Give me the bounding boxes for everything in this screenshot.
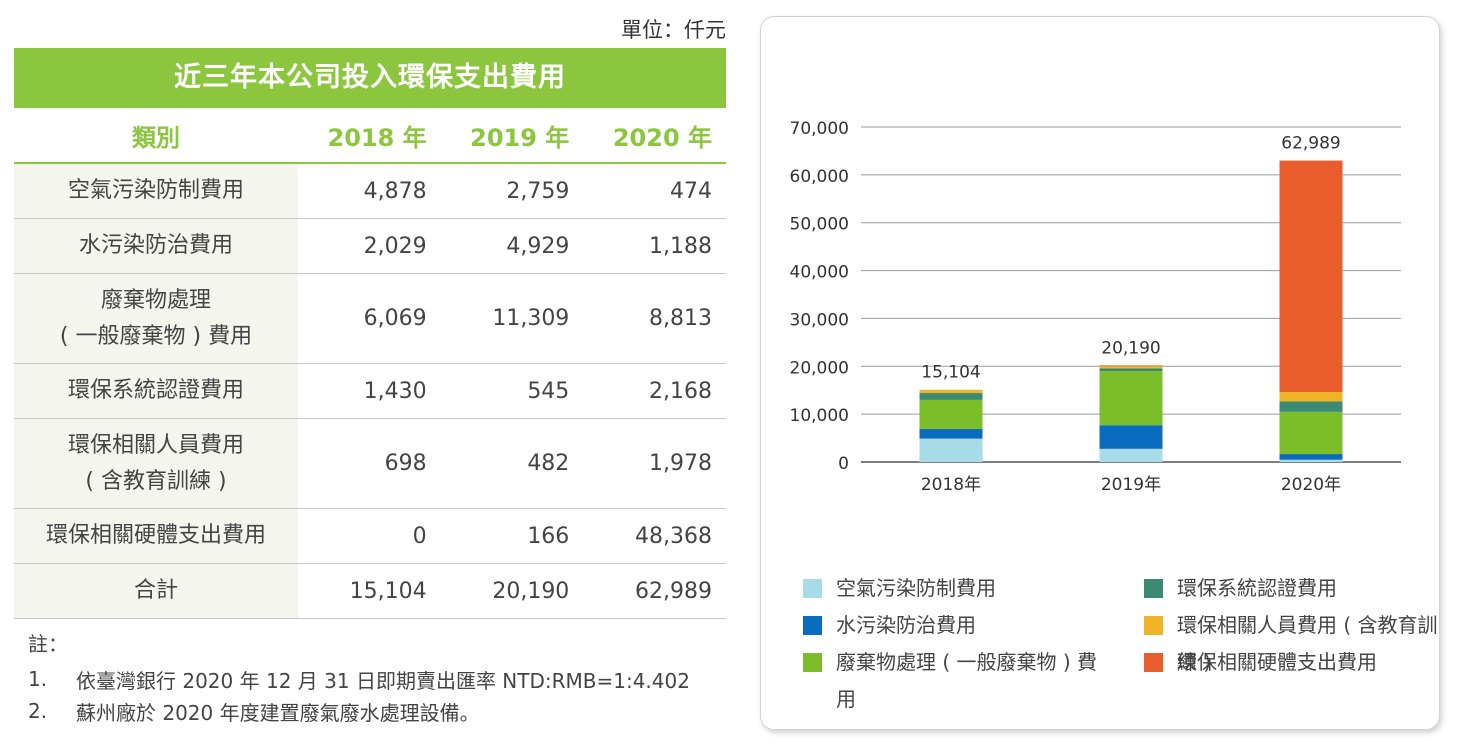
y-tick-label: 70,000 <box>790 119 849 139</box>
cell-2020: 8,813 <box>583 273 726 364</box>
total-label: 合計 <box>14 563 298 619</box>
y-tick-label: 40,000 <box>790 263 849 283</box>
note-item: 1. 依臺灣銀行 2020 年 12 月 31 日即期賣出匯率 NTD:RMB=… <box>28 663 690 695</box>
bar-segment <box>1279 411 1343 455</box>
table-row: 廢棄物處理( 一般廢棄物 ) 費用 6,069 11,309 8,813 <box>14 273 726 364</box>
bar-segment <box>919 393 983 400</box>
row-label: 水污染防治費用 <box>14 218 298 274</box>
bar-segment <box>919 438 983 462</box>
bar-segment <box>1279 454 1343 460</box>
cell-2019: 11,309 <box>440 273 584 364</box>
cell-2018: 698 <box>298 418 441 509</box>
notes-heading: 註： <box>28 632 68 656</box>
cell-2020: 1,188 <box>583 218 726 274</box>
x-tick-label: 2018年 <box>921 475 981 495</box>
cell-2020: 48,368 <box>583 508 726 564</box>
unit-label: 單位：仟元 <box>621 18 726 42</box>
table-header-row: 類別 2018 年 2019 年 2020 年 <box>14 108 726 164</box>
total-2020: 62,989 <box>583 563 726 619</box>
table-row: 環保系統認證費用 1,430 545 2,168 <box>14 363 726 419</box>
row-label: 環保相關硬體支出費用 <box>14 508 298 564</box>
cell-2018: 2,029 <box>298 218 441 274</box>
x-tick-label: 2020年 <box>1281 475 1341 495</box>
table-row: 環保相關硬體支出費用 0 166 48,368 <box>14 508 726 564</box>
note-text: 蘇州廠於 2020 年度建置廢氣廢水處理設備。 <box>76 700 480 725</box>
cell-2020: 2,168 <box>583 363 726 419</box>
table-row: 空氣污染防制費用 4,878 2,759 474 <box>14 163 726 219</box>
note-item: 2. 蘇州廠於 2020 年度建置廢氣廢水處理設備。 <box>28 695 690 727</box>
data-label: 15,104 <box>921 363 980 383</box>
table-row: 水污染防治費用 2,029 4,929 1,188 <box>14 218 726 274</box>
bar-segment <box>1279 392 1343 402</box>
total-2019: 20,190 <box>440 563 584 619</box>
data-label: 62,989 <box>1281 134 1340 154</box>
bar-segment <box>919 399 983 429</box>
bar-segment <box>1279 160 1343 393</box>
table-row: 環保相關人員費用( 含教育訓練 ) 698 482 1,978 <box>14 418 726 509</box>
total-2018: 15,104 <box>298 563 441 619</box>
header-2019: 2019 年 <box>440 108 584 164</box>
data-label: 20,190 <box>1101 338 1160 358</box>
row-label: 廢棄物處理( 一般廢棄物 ) 費用 <box>14 273 298 364</box>
stacked-bar-chart: 0 10,000 20,000 30,000 40,000 50,000 60,000 70,… <box>790 119 1401 495</box>
cell-2019: 482 <box>440 418 584 509</box>
bar-segment <box>1099 368 1163 372</box>
cell-2020: 1,978 <box>583 418 726 509</box>
note-number: 2. <box>28 699 48 723</box>
cell-2019: 2,759 <box>440 163 584 219</box>
bar-segment <box>1099 366 1163 369</box>
bar-segment <box>1099 425 1163 449</box>
y-tick-label: 20,000 <box>790 358 849 378</box>
header-2018: 2018 年 <box>298 108 441 164</box>
bar-segment <box>1099 371 1163 426</box>
bar-segment <box>919 389 983 394</box>
cell-2018: 0 <box>298 508 441 564</box>
note-number: 1. <box>28 667 48 691</box>
cell-2018: 6,069 <box>298 273 441 364</box>
table-title: 近三年本公司投入環保支出費用 <box>14 48 726 108</box>
y-tick-label: 60,000 <box>790 167 849 187</box>
y-tick-label: 0 <box>838 454 849 474</box>
cell-2018: 1,430 <box>298 363 441 419</box>
header-2020: 2020 年 <box>583 108 726 164</box>
bar-segment <box>1279 459 1343 462</box>
bar-segment <box>1099 448 1163 462</box>
x-tick-label: 2019年 <box>1101 475 1161 495</box>
cell-2020: 474 <box>583 163 726 219</box>
note-text: 依臺灣銀行 2020 年 12 月 31 日即期賣出匯率 NTD:RMB=1:4… <box>76 668 690 693</box>
y-tick-label: 10,000 <box>790 406 849 426</box>
row-label: 環保系統認證費用 <box>14 363 298 419</box>
cell-2018: 4,878 <box>298 163 441 219</box>
bar-segment <box>919 428 983 439</box>
expense-table: 類別 2018 年 2019 年 2020 年 空氣污染防制費用 4,878 2… <box>14 108 726 619</box>
table-total-row: 合計 15,104 20,190 62,989 <box>14 563 726 619</box>
y-tick-label: 50,000 <box>790 215 849 235</box>
row-label: 空氣污染防制費用 <box>14 163 298 219</box>
header-category: 類別 <box>14 108 298 164</box>
bar-segment <box>1099 365 1163 367</box>
cell-2019: 4,929 <box>440 218 584 274</box>
cell-2019: 545 <box>440 363 584 419</box>
cell-2019: 166 <box>440 508 584 564</box>
y-tick-label: 30,000 <box>790 310 849 330</box>
footnotes: 註： 1. 依臺灣銀行 2020 年 12 月 31 日即期賣出匯率 NTD:R… <box>28 628 690 727</box>
bar-segment <box>1279 401 1343 412</box>
row-label: 環保相關人員費用( 含教育訓練 ) <box>14 418 298 509</box>
chart-card: 0 10,000 20,000 30,000 40,000 50,000 60,000 70,… <box>760 16 1440 730</box>
